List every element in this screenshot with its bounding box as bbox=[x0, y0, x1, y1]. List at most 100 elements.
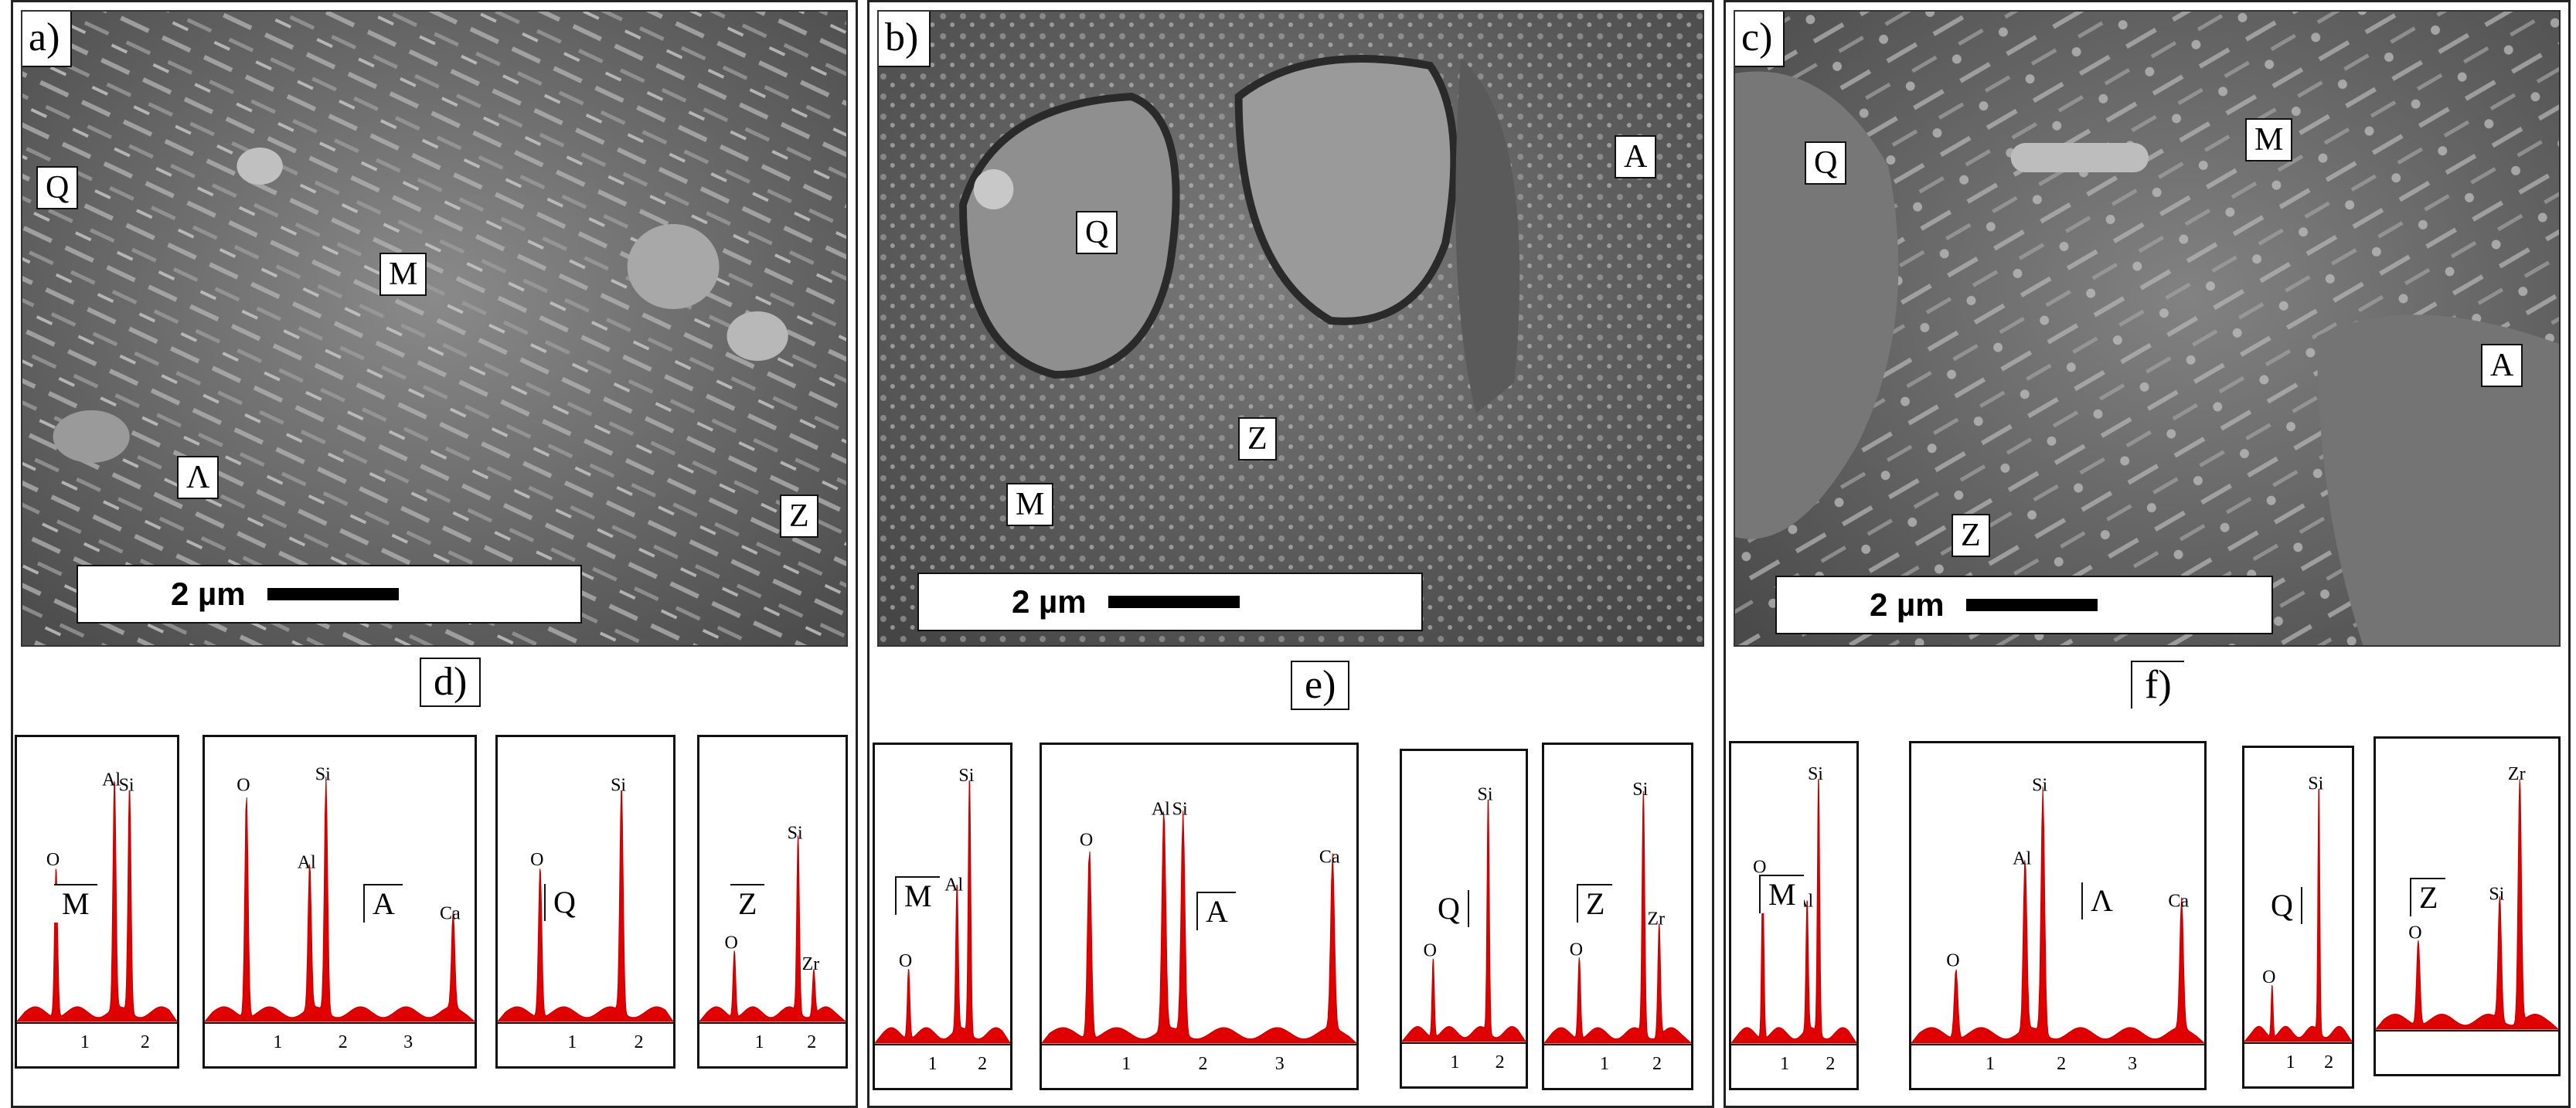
tick-label: 3 bbox=[2128, 1054, 2137, 1074]
panel-label-a: a) bbox=[22, 12, 73, 67]
tick-label: 1 bbox=[80, 1032, 90, 1052]
spectrum-phase-label: M bbox=[1759, 875, 1804, 913]
peak-label-ca: Ca bbox=[1319, 847, 1340, 867]
tick-label: 1 bbox=[1121, 1054, 1131, 1074]
spectrum-trace bbox=[1543, 790, 1693, 1044]
spectrum-plot: O Si Zr 1 2 bbox=[698, 824, 847, 1052]
phase-label-m: M bbox=[1006, 483, 1054, 526]
phase-label-m: M bbox=[379, 253, 427, 296]
peak-label-o: O bbox=[1946, 951, 1959, 971]
spectrum-trace bbox=[698, 835, 847, 1022]
peak-label-o: O bbox=[1424, 940, 1437, 960]
tick-label: 2 bbox=[2057, 1054, 2066, 1074]
eds-spectrum-d-z: O Si Zr 1 2 Z bbox=[697, 735, 848, 1069]
peak-label-zr: Zr bbox=[1647, 909, 1665, 929]
phase-label-m: M bbox=[2245, 118, 2293, 161]
eds-panel-label-d: d) bbox=[420, 658, 482, 707]
spectrum-trace bbox=[873, 780, 1011, 1044]
tick-label: 2 bbox=[635, 1032, 644, 1052]
eds-spectrum-f-m: O Al Si 1 2 M bbox=[1729, 741, 1859, 1090]
scale-bar-a: 2 µm bbox=[77, 565, 582, 624]
eds-spectrum-d-q: O Si 1 2 Q bbox=[495, 735, 675, 1069]
eds-spectrum-f-a: O Al Si Ca 1 2 3 Λ bbox=[1909, 741, 2207, 1090]
spectrum-trace bbox=[2374, 779, 2560, 1030]
peak-label-o: O bbox=[1570, 940, 1583, 960]
tick-label: 2 bbox=[141, 1032, 150, 1052]
spectrum-phase-label: A bbox=[1196, 892, 1236, 930]
spectrum-plot: O Si 1 2 bbox=[2243, 773, 2353, 1072]
spectrum-phase-label: A bbox=[363, 884, 403, 923]
spectrum-phase-label: Q bbox=[2263, 887, 2302, 924]
eds-spectrum-f-z: O Si Zr Z bbox=[2374, 736, 2561, 1076]
column-b: b) Q A Z M 2 µm e) O Al Si 1 2 M O Al Si Ca 1 2 3 … bbox=[867, 0, 1714, 1108]
peak-label-o: O bbox=[2262, 967, 2275, 987]
eds-spectrum-d-m: O Al Si 1 2 M bbox=[15, 735, 179, 1069]
eds-spectrum-e-a: O Al Si Ca 1 2 3 A bbox=[1040, 743, 1359, 1090]
scale-bar-c: 2 µm bbox=[1775, 576, 2273, 634]
scale-bar-label: 2 µm bbox=[1870, 586, 1945, 623]
peak-label-si: Si bbox=[1172, 799, 1188, 819]
peak-label-o: O bbox=[2408, 923, 2421, 943]
peak-label-zr: Zr bbox=[802, 954, 820, 974]
phase-label-a: A bbox=[2481, 344, 2523, 387]
phase-label-q: Q bbox=[1805, 141, 1847, 185]
spectrum-trace bbox=[1730, 778, 1857, 1044]
peak-label-si: Si bbox=[788, 824, 803, 844]
sem-image-c: c) Q M A Z 2 µm bbox=[1734, 10, 2561, 647]
tick-label: 1 bbox=[1780, 1054, 1789, 1074]
spectrum-phase-label: Q bbox=[544, 884, 584, 921]
tick-label: 1 bbox=[928, 1054, 938, 1074]
peak-label-al: Al bbox=[102, 770, 121, 790]
tick-label: 1 bbox=[1986, 1054, 1995, 1074]
peak-label-o: O bbox=[724, 933, 737, 953]
eds-panel-label-f: f) bbox=[2131, 661, 2184, 709]
spectrum-phase-label: Z bbox=[730, 884, 765, 923]
tick-label: 1 bbox=[1600, 1054, 1609, 1074]
panel-label-b: b) bbox=[879, 12, 931, 67]
tick-label: 1 bbox=[273, 1032, 282, 1052]
tick-label: 2 bbox=[978, 1054, 987, 1074]
tick-label: 2 bbox=[2324, 1052, 2333, 1072]
phase-label-q: Q bbox=[1076, 211, 1118, 254]
peak-label-o: O bbox=[1753, 858, 1766, 878]
spectrum-trace bbox=[15, 780, 178, 1022]
phase-label-z: Z bbox=[780, 495, 818, 538]
scale-bar-line bbox=[267, 588, 399, 600]
spectrum-phase-label: Z bbox=[1577, 884, 1613, 923]
tick-label: 3 bbox=[1275, 1054, 1285, 1074]
phase-label-z: Z bbox=[1952, 514, 1990, 557]
panel-label-c: c) bbox=[1735, 12, 1785, 67]
sem-texture-c bbox=[1735, 12, 2559, 645]
spectrum-phase-label: Z bbox=[2410, 878, 2446, 916]
spectrum-trace bbox=[2243, 788, 2353, 1042]
spectrum-trace bbox=[1910, 787, 2206, 1044]
spectrum-phase-label: Q bbox=[1430, 890, 1469, 927]
eds-spectrum-d-a: O Al Si Ca 1 2 3 A bbox=[202, 735, 477, 1069]
eds-spectrum-e-m: O Al Si 1 2 M bbox=[873, 743, 1012, 1090]
peak-label-si: Si bbox=[611, 775, 626, 795]
tick-label: 1 bbox=[567, 1032, 577, 1052]
peak-label-si: Si bbox=[2489, 885, 2504, 905]
scale-bar-label: 2 µm bbox=[1012, 583, 1087, 620]
peak-label-al: Al bbox=[298, 853, 316, 873]
column-a: a) Q M Λ Z 2 µm d) O Al Si 1 2 M O Al Si Ca 1 2 3 … bbox=[11, 0, 858, 1108]
peak-label-o: O bbox=[46, 850, 60, 870]
spectrum-plot: O Si 1 2 bbox=[1400, 785, 1526, 1072]
peak-label-si: Si bbox=[1808, 764, 1823, 784]
peak-label-al: Al bbox=[1152, 799, 1170, 819]
tick-label: 1 bbox=[2286, 1052, 2295, 1072]
phase-label-lambda: Λ bbox=[177, 456, 219, 499]
phase-label-a: A bbox=[1615, 135, 1657, 178]
peak-label-si: Si bbox=[958, 766, 974, 786]
peak-label-ca: Ca bbox=[2168, 892, 2189, 912]
scale-bar-b: 2 µm bbox=[917, 573, 1423, 631]
scale-bar-line bbox=[1965, 599, 2098, 611]
phase-label-q: Q bbox=[36, 166, 79, 209]
peak-label-al: Al bbox=[944, 875, 963, 896]
spectrum-trace bbox=[203, 777, 476, 1022]
phase-label-z: Z bbox=[1238, 417, 1277, 461]
